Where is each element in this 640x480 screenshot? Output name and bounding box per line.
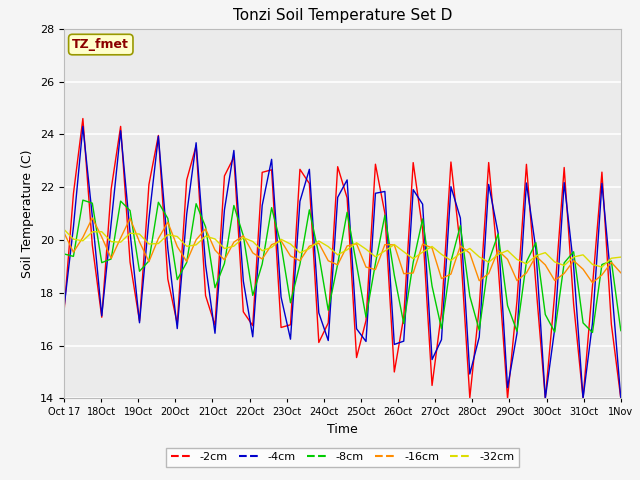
-32cm: [410, 256, 417, 262]
-32cm: [239, 235, 247, 240]
-32cm: [249, 239, 257, 244]
-4cm: [60, 305, 68, 311]
Legend: -2cm, -4cm, -8cm, -16cm, -32cm: -2cm, -4cm, -8cm, -16cm, -32cm: [166, 448, 518, 467]
-8cm: [79, 197, 86, 203]
-32cm: [221, 246, 228, 252]
-2cm: [60, 309, 68, 315]
-8cm: [60, 251, 68, 257]
-4cm: [419, 201, 426, 207]
-16cm: [259, 256, 266, 262]
-8cm: [259, 261, 266, 267]
-2cm: [79, 116, 86, 121]
-32cm: [154, 240, 162, 246]
Line: -32cm: -32cm: [64, 229, 621, 267]
-8cm: [230, 203, 237, 208]
Title: Tonzi Soil Temperature Set D: Tonzi Soil Temperature Set D: [233, 9, 452, 24]
-16cm: [60, 230, 68, 236]
Line: -4cm: -4cm: [64, 126, 621, 398]
-4cm: [259, 203, 266, 208]
-2cm: [211, 323, 219, 328]
-8cm: [589, 330, 596, 336]
-8cm: [419, 216, 426, 222]
-4cm: [211, 330, 219, 336]
-16cm: [88, 215, 96, 221]
-32cm: [202, 233, 209, 239]
Line: -16cm: -16cm: [64, 218, 621, 283]
-4cm: [249, 334, 257, 340]
-16cm: [211, 247, 219, 253]
-32cm: [60, 227, 68, 232]
-4cm: [79, 123, 86, 129]
-16cm: [589, 280, 596, 286]
Y-axis label: Soil Temperature (C): Soil Temperature (C): [22, 149, 35, 278]
-4cm: [164, 246, 172, 252]
-2cm: [164, 276, 172, 282]
-8cm: [249, 292, 257, 298]
-16cm: [249, 250, 257, 256]
X-axis label: Time: Time: [327, 423, 358, 436]
-2cm: [259, 169, 266, 175]
-2cm: [249, 323, 257, 328]
-8cm: [164, 216, 172, 221]
-8cm: [211, 285, 219, 290]
-32cm: [617, 254, 625, 260]
Text: TZ_fmet: TZ_fmet: [72, 38, 129, 51]
-4cm: [230, 147, 237, 153]
-16cm: [164, 219, 172, 225]
-2cm: [230, 154, 237, 160]
-16cm: [617, 270, 625, 276]
Line: -2cm: -2cm: [64, 119, 621, 398]
-4cm: [541, 396, 549, 401]
-16cm: [230, 239, 237, 245]
-2cm: [419, 227, 426, 232]
-2cm: [504, 396, 511, 401]
-4cm: [617, 396, 625, 401]
-16cm: [419, 241, 426, 247]
-32cm: [598, 264, 606, 270]
Line: -8cm: -8cm: [64, 200, 621, 333]
-2cm: [617, 396, 625, 401]
-8cm: [617, 328, 625, 334]
